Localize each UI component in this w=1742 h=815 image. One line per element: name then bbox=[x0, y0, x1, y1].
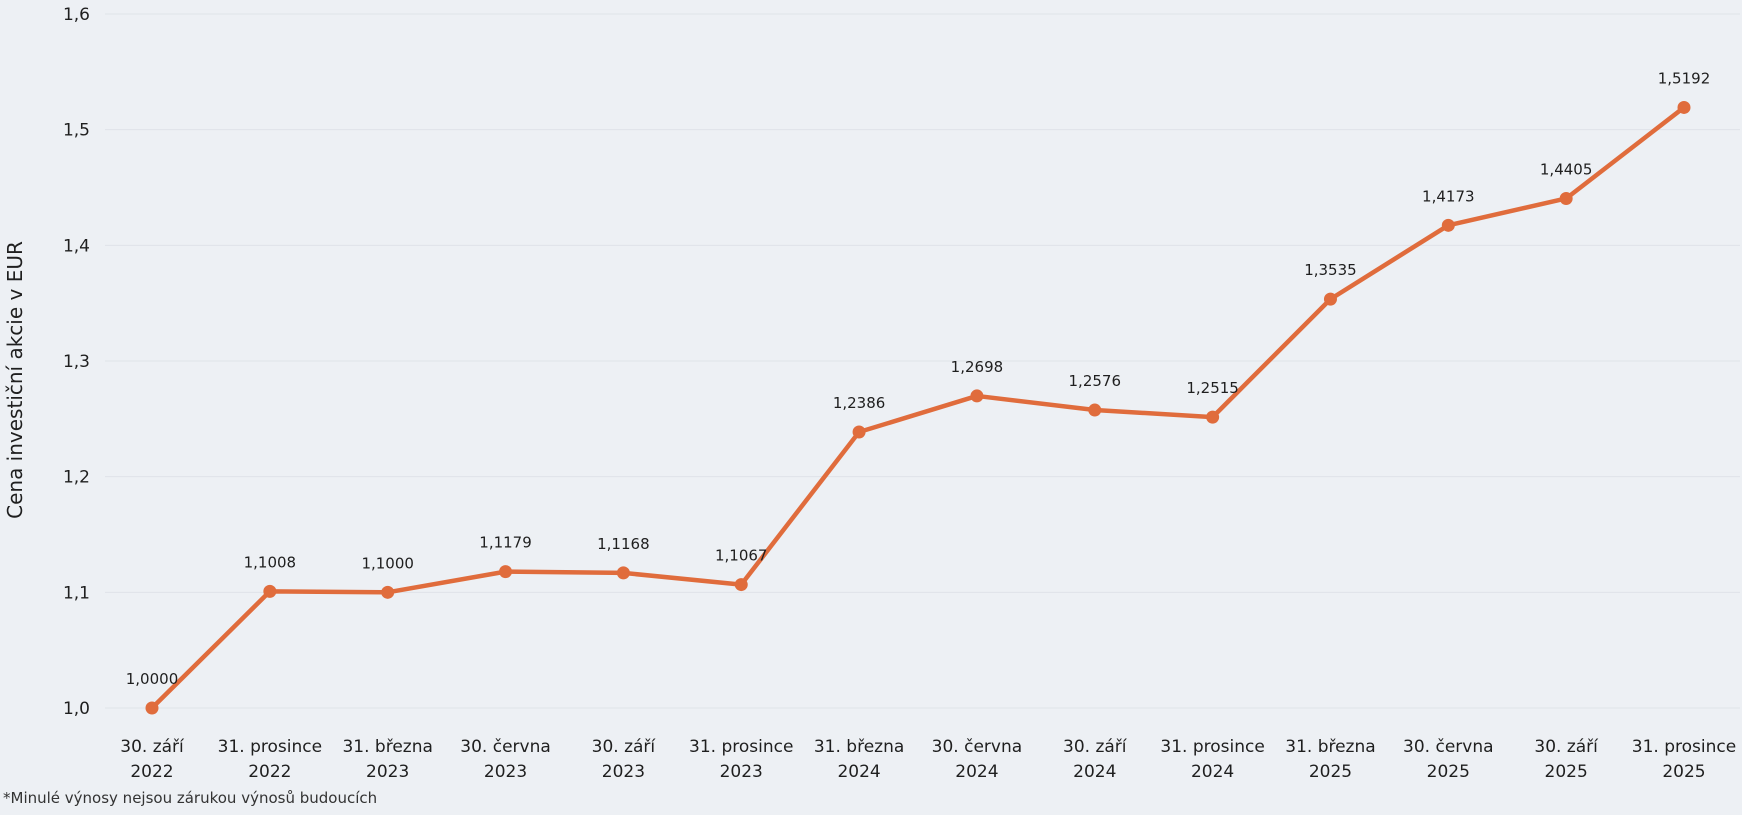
y-axis-label: Cena investiční akcie v EUR bbox=[3, 241, 27, 519]
x-tick-label: 31. března 2025 bbox=[1285, 737, 1375, 782]
data-label: 1,5192 bbox=[1658, 69, 1711, 87]
y-tick-label: 1,6 bbox=[63, 5, 90, 25]
data-point bbox=[499, 565, 513, 579]
data-label: 1,2576 bbox=[1069, 372, 1122, 390]
data-point bbox=[381, 585, 395, 599]
x-tick-label: 31. prosince 2024 bbox=[1160, 737, 1264, 782]
data-label: 1,4405 bbox=[1540, 160, 1593, 178]
data-label: 1,2386 bbox=[833, 394, 886, 412]
x-tick-label: 30. června 2025 bbox=[1403, 737, 1494, 782]
data-points bbox=[145, 100, 1691, 715]
y-tick-label: 1,5 bbox=[63, 121, 90, 141]
x-tick-label: 30. června 2023 bbox=[460, 737, 551, 782]
data-point bbox=[1441, 218, 1455, 232]
x-tick-label: 30. září 2025 bbox=[1534, 737, 1599, 782]
data-label: 1,1000 bbox=[361, 554, 414, 572]
x-tick-label: 30. září 2024 bbox=[1063, 737, 1128, 782]
data-point bbox=[970, 389, 984, 403]
data-label: 1,1179 bbox=[479, 534, 532, 552]
data-point bbox=[1559, 191, 1573, 205]
series-polyline bbox=[150, 105, 1686, 710]
data-label: 1,1008 bbox=[244, 553, 297, 571]
data-point bbox=[1677, 100, 1691, 114]
x-tick-label: 31. prosince 2023 bbox=[689, 737, 793, 782]
data-label: 1,1168 bbox=[597, 535, 650, 553]
y-tick-label: 1,2 bbox=[63, 468, 90, 488]
data-point bbox=[852, 425, 866, 439]
x-tick-label: 30. září 2023 bbox=[592, 737, 657, 782]
data-label: 1,0000 bbox=[126, 670, 179, 688]
data-labels: 1,0000 1,1008 1,1000 1,1179 1,1168 1,1067 1,23… bbox=[126, 69, 1711, 688]
data-point bbox=[1323, 292, 1337, 306]
x-tick-label: 31. března 2023 bbox=[342, 737, 432, 782]
series-line bbox=[150, 105, 1686, 710]
x-tick-label: 31. prosince 2022 bbox=[218, 737, 322, 782]
data-point bbox=[145, 701, 159, 715]
x-tick-label: 30. června 2024 bbox=[932, 737, 1023, 782]
data-point bbox=[734, 578, 748, 592]
data-point bbox=[263, 584, 277, 598]
x-axis-ticks: 30. září 2022 31. prosince 2022 31. března 20… bbox=[120, 737, 1736, 782]
data-label: 1,1067 bbox=[715, 547, 768, 565]
x-tick-label: 31. března 2024 bbox=[814, 737, 904, 782]
x-tick-label: 30. září 2022 bbox=[120, 737, 185, 782]
y-tick-label: 1,0 bbox=[63, 699, 90, 719]
gridlines bbox=[105, 13, 1740, 709]
data-label: 1,4173 bbox=[1422, 187, 1475, 205]
data-point bbox=[1088, 403, 1102, 417]
data-label: 1,2698 bbox=[951, 358, 1004, 376]
x-tick-label: 31. prosince 2025 bbox=[1632, 737, 1736, 782]
y-tick-label: 1,4 bbox=[63, 236, 90, 256]
data-label: 1,3535 bbox=[1304, 261, 1357, 279]
y-axis-ticks: 1,0 1,1 1,2 1,3 1,4 1,5 1,6 bbox=[63, 5, 90, 719]
y-tick-label: 1,3 bbox=[63, 352, 90, 372]
data-label: 1,2515 bbox=[1186, 379, 1239, 397]
data-point bbox=[1206, 410, 1220, 424]
data-point bbox=[616, 566, 630, 580]
footnote: *Minulé výnosy nejsou zárukou výnosů bud… bbox=[3, 789, 378, 807]
y-tick-label: 1,1 bbox=[63, 583, 90, 603]
